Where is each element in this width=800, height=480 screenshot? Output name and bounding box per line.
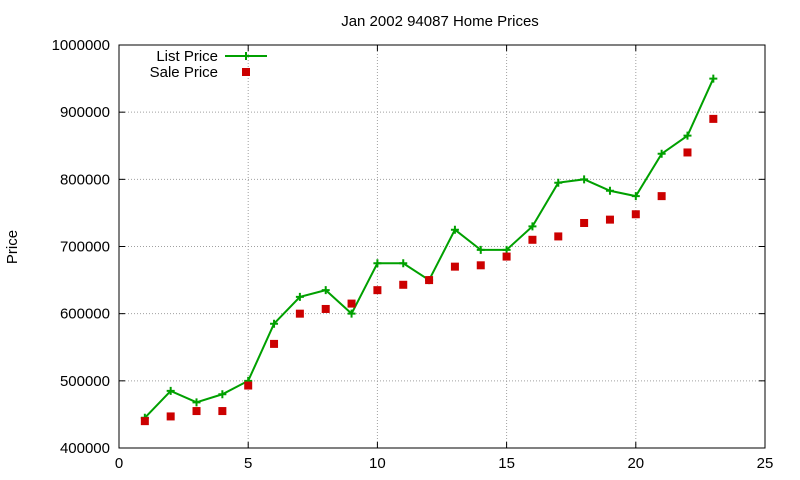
list-price-point <box>554 178 563 187</box>
list-price-point <box>502 245 511 254</box>
x-tick-label: 25 <box>757 455 774 472</box>
x-tick-label: 20 <box>627 455 644 472</box>
y-tick-label: 700000 <box>60 239 110 256</box>
list-price-point <box>683 131 692 140</box>
grid-lines <box>119 45 765 448</box>
y-tick-label: 900000 <box>60 104 110 121</box>
sale-price-point <box>295 309 304 318</box>
list-price-point <box>399 259 408 268</box>
sale-price-point <box>244 381 253 390</box>
list-price-point <box>270 319 279 328</box>
list-price-point <box>450 225 459 234</box>
legend-label: List Price <box>156 48 218 65</box>
sale-price-point <box>450 262 459 271</box>
sale-price-point <box>502 252 511 261</box>
chart-title: Jan 2002 94087 Home Prices <box>341 13 539 30</box>
list-price-point <box>321 286 330 295</box>
list-price-point <box>476 245 485 254</box>
legend-label: Sale Price <box>150 64 218 81</box>
x-tick-label: 10 <box>369 455 386 472</box>
legend-swatch-marker <box>242 68 250 76</box>
list-price-point <box>580 175 589 184</box>
x-tick-label: 15 <box>498 455 515 472</box>
sale-price-point <box>476 261 485 270</box>
legend-swatch-marker <box>242 52 250 60</box>
sale-price-point <box>631 210 640 219</box>
y-tick-label: 600000 <box>60 306 110 323</box>
sale-price-point <box>709 114 718 123</box>
sale-price-point <box>321 304 330 313</box>
sale-price-point <box>166 412 175 421</box>
sale-price-point <box>683 148 692 157</box>
sale-price-point <box>270 339 279 348</box>
list-price-point <box>192 398 201 407</box>
list-price-point <box>218 390 227 399</box>
list-price-point <box>373 259 382 268</box>
y-tick-label: 1000000 <box>52 37 110 54</box>
x-tick-label: 5 <box>244 455 252 472</box>
sale-price-point <box>657 192 666 201</box>
list-price-line <box>144 78 715 419</box>
sale-price-point <box>140 417 149 426</box>
x-tick-label: 0 <box>115 455 123 472</box>
y-tick-label: 400000 <box>60 440 110 457</box>
list-price-point <box>295 292 304 301</box>
sale-price-point <box>399 280 408 289</box>
sale-price-point <box>580 218 589 227</box>
list-price-point <box>528 222 537 231</box>
y-axis-label: Price <box>4 230 21 264</box>
sale-price-point <box>192 407 201 416</box>
axis-ticks: 0 5 10 15 20 25 400000 500000 600000 700000 800000… <box>52 37 774 472</box>
sale-price-point <box>528 235 537 244</box>
sale-price-point <box>347 299 356 308</box>
y-tick-label: 800000 <box>60 171 110 188</box>
sale-price-point <box>425 276 434 285</box>
list-price-point <box>166 386 175 395</box>
list-price-point <box>631 192 640 201</box>
list-price-point <box>347 309 356 318</box>
list-price-point <box>605 186 614 195</box>
sale-price-point <box>218 407 227 416</box>
series-group <box>140 74 718 426</box>
list-price-point <box>657 149 666 158</box>
sale-price-point <box>554 232 563 241</box>
list-price-point <box>709 74 718 83</box>
sale-price-point <box>605 215 614 224</box>
y-tick-label: 500000 <box>60 373 110 390</box>
sale-price-point <box>373 286 382 295</box>
